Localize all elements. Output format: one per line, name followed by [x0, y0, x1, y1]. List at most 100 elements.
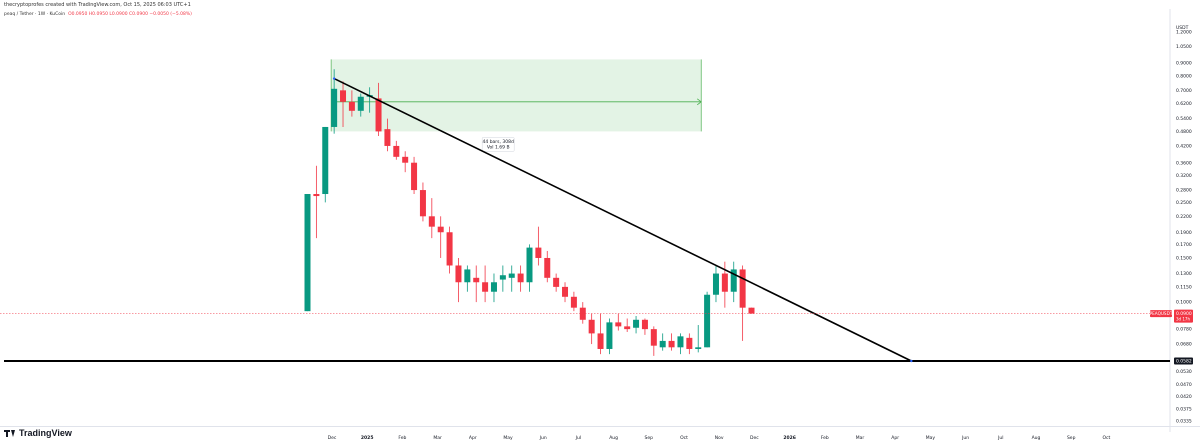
y-tick-label: 0.0470 [1176, 382, 1192, 388]
candle-body [704, 294, 711, 348]
candle-body [384, 129, 391, 146]
candle [402, 151, 409, 173]
candle [490, 273, 497, 303]
x-tick-label: Mar [856, 435, 865, 441]
candle [437, 216, 444, 258]
y-tick-label: 0.2200 [1176, 214, 1192, 220]
candle [704, 291, 711, 348]
y-tick-label: 0.2800 [1176, 188, 1192, 194]
candle-body [499, 275, 506, 280]
candle-body [402, 156, 409, 163]
candle [615, 313, 622, 331]
y-tick-label: 0.2500 [1176, 200, 1192, 206]
candle [562, 282, 569, 303]
x-tick-label: May [503, 435, 513, 441]
y-tick-label: 0.1000 [1176, 300, 1192, 306]
candle [384, 118, 391, 152]
tradingview-logo-icon [4, 429, 16, 437]
candle-body [695, 347, 702, 349]
candle [313, 165, 320, 239]
candle [748, 307, 755, 314]
tradingview-footer[interactable]: TradingView [4, 428, 72, 438]
range-box [331, 59, 702, 132]
y-tick-label: 0.0420 [1176, 394, 1192, 400]
y-tick-label: 0.4200 [1176, 144, 1192, 150]
x-tick-label: Dec [750, 435, 759, 441]
x-tick-label: Feb [821, 435, 829, 441]
candle-body [464, 269, 471, 283]
x-tick-label: Oct [1103, 435, 1111, 441]
y-tick-label: 0.1900 [1176, 230, 1192, 236]
y-tick-label: 0.4800 [1176, 129, 1192, 135]
candle-body [712, 273, 719, 295]
range-label-volume: Vol 1.69 B [487, 144, 510, 150]
x-tick-label: 2025 [361, 435, 374, 441]
last-price-value: 0.0900 [1176, 311, 1192, 317]
candle [579, 302, 586, 324]
support-level-value: 0.0582 [1176, 359, 1192, 365]
candle [668, 333, 675, 351]
candle [597, 313, 604, 355]
candle [633, 316, 640, 334]
candle [517, 265, 524, 292]
candle [508, 265, 515, 292]
y-tick-label: 0.1300 [1176, 271, 1192, 277]
candle [357, 93, 364, 117]
candle-body [411, 162, 418, 191]
chart-credit: thecryptoprofes created with TradingView… [4, 2, 191, 8]
candle [677, 333, 684, 355]
x-tick-label: Dec [328, 435, 337, 441]
candle-body [331, 88, 338, 127]
x-tick-label: Apr [891, 435, 899, 441]
x-tick-label: Mar [433, 435, 442, 441]
x-tick-label: May [926, 435, 936, 441]
y-tick-label: 0.1500 [1176, 256, 1192, 262]
x-tick-label: Jun [961, 435, 969, 441]
y-tick-label: 0.0375 [1176, 406, 1192, 412]
candle [419, 182, 426, 222]
candle-body [748, 307, 755, 314]
candle-body [624, 326, 631, 330]
candle-body [730, 269, 737, 292]
candle [375, 82, 382, 137]
y-tick-label: 0.0680 [1176, 342, 1192, 348]
candle [606, 318, 613, 355]
candle [455, 257, 462, 303]
candle-body [650, 329, 657, 346]
candle-body [508, 273, 515, 278]
y-tick-label: 0.0335 [1176, 419, 1192, 425]
candle-body [641, 319, 648, 330]
y-tick-label: 0.1150 [1176, 284, 1192, 290]
candle-body [659, 340, 666, 348]
candle-body [482, 282, 489, 292]
candle [473, 265, 480, 303]
candle [464, 265, 471, 292]
symbol-name[interactable]: peaq / Tether · 1W · KuCoin [4, 12, 66, 17]
candle-body [419, 190, 426, 217]
y-tick-label: 0.1700 [1176, 242, 1192, 248]
trendline [333, 77, 912, 362]
range-label-bars: 44 bars, 308d [483, 139, 514, 145]
candle-body [517, 273, 524, 283]
candle-body [544, 257, 551, 278]
candle [526, 244, 533, 292]
candle [428, 198, 435, 239]
candle-body [739, 269, 746, 308]
last-price-symbol-tag [1150, 310, 1172, 318]
candle [482, 265, 489, 303]
x-tick-label: Jun [539, 435, 547, 441]
candle-body [615, 322, 622, 327]
y-tick-label: 1.2000 [1176, 29, 1192, 35]
y-tick-label: 1.0500 [1176, 44, 1192, 50]
trendline-start-handle [332, 77, 336, 80]
y-tick-label: 0.0530 [1176, 369, 1192, 375]
x-tick-label: Sep [645, 435, 654, 441]
candle-body [588, 319, 595, 334]
y-tick-label: 0.3200 [1176, 173, 1192, 179]
candle [650, 326, 657, 356]
x-tick-label: Jul [575, 435, 581, 441]
candle [348, 90, 355, 117]
candle [535, 226, 542, 266]
x-tick-label: 2026 [783, 435, 796, 441]
